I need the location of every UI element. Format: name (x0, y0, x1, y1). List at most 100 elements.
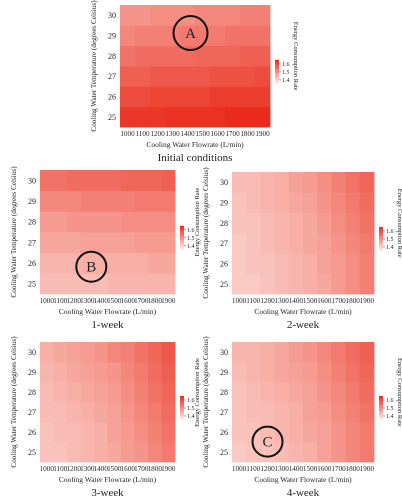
heat-cell (121, 382, 135, 403)
heat-cell (94, 232, 108, 254)
heat-cell (303, 362, 318, 383)
heat-cell (150, 5, 166, 26)
y-tick-label: 29 (220, 368, 228, 377)
heat-cell (260, 172, 275, 193)
heat-cell (121, 252, 135, 274)
heat-cell (107, 252, 122, 274)
heat-cell (345, 273, 361, 295)
heat-cell (274, 233, 290, 254)
x-tick-label: 1800 (148, 297, 163, 305)
heat-cell (53, 211, 68, 233)
y-tick-label: 30 (28, 176, 36, 185)
heat-cell (53, 170, 68, 192)
heat-cell (148, 342, 162, 363)
colorbar-tick-label: 1.6 (282, 62, 290, 68)
heat-cell (274, 402, 290, 423)
heat-cell (359, 273, 375, 295)
heat-cell (94, 170, 108, 192)
heat-cell (345, 442, 361, 463)
heat-cell (331, 402, 346, 423)
heat-cell (288, 342, 304, 363)
y-tick-label: 29 (28, 368, 36, 377)
heat-cell (107, 382, 122, 403)
y-axis-label: Cooling Water Temperature (degrees Celsi… (202, 336, 210, 468)
x-axis-label: Cooling Water Flowrate (L/min) (254, 475, 352, 484)
heat-cell (150, 45, 166, 67)
heat-cell (232, 233, 247, 254)
heat-cell (80, 190, 95, 212)
heat-cell (317, 233, 332, 254)
x-tick-label: 1600 (121, 465, 136, 473)
heat-cell (53, 382, 68, 403)
heat-cell (150, 86, 166, 108)
heat-cell (274, 192, 290, 214)
heat-cell (195, 5, 211, 26)
heat-cell (331, 192, 346, 214)
y-tick-label: 25 (220, 448, 228, 457)
heat-cell (303, 253, 318, 275)
colorbar-label: Energy Consumption Rate (396, 358, 402, 427)
x-tick-label: 1100 (53, 465, 68, 473)
heat-cell (40, 382, 54, 403)
heat-cell (67, 402, 81, 423)
x-axis-label: Cooling Water Flowrate (L/min) (59, 307, 157, 316)
heat-cell (67, 211, 81, 233)
heat-cell (317, 192, 332, 214)
heat-cell (255, 106, 271, 128)
heat-cell (232, 212, 247, 234)
heat-cell (80, 252, 95, 274)
colorbar (379, 396, 383, 420)
heat-cell (359, 253, 375, 275)
heat-cell (345, 253, 361, 275)
heat-cell (331, 382, 346, 403)
colorbar-tick-label: 1.4 (187, 244, 195, 250)
x-tick-label: 1600 (210, 130, 225, 138)
x-tick-label: 1500 (195, 130, 210, 138)
heat-cell (246, 253, 261, 275)
heat-cell (195, 106, 211, 128)
heat-cell (246, 342, 261, 363)
heat-cell (107, 190, 122, 212)
heat-cell (148, 273, 162, 295)
heat-cell (120, 86, 136, 108)
heat-cell (288, 233, 304, 254)
heat-cell (255, 5, 271, 26)
y-tick-label: 26 (108, 93, 116, 102)
heat-cell (246, 382, 261, 403)
y-axis-label: Cooling Water Temperature (degrees Celsi… (202, 167, 210, 299)
heat-cell (317, 253, 332, 275)
heat-cell (232, 402, 247, 423)
heat-cell (134, 402, 149, 423)
x-tick-label: 1800 (346, 465, 361, 473)
heat-cell (225, 66, 241, 87)
x-tick-label: 1400 (289, 465, 304, 473)
heat-cell (345, 192, 361, 214)
heat-cell (121, 190, 135, 212)
y-tick-label: 30 (108, 11, 116, 20)
x-tick-label: 1000 (232, 465, 247, 473)
heat-cell (331, 273, 346, 295)
heat-cell (161, 252, 176, 274)
heat-cell (359, 212, 375, 234)
chart-title: 1-week (91, 319, 124, 331)
heat-cell (94, 273, 108, 295)
heat-cell (107, 422, 122, 443)
heat-cell (40, 442, 54, 463)
heat-cell (165, 86, 181, 108)
heat-cell (107, 342, 122, 363)
heat-cell (150, 25, 166, 47)
x-tick-label: 1500 (303, 465, 318, 473)
heat-cell (67, 252, 81, 274)
heat-cell (317, 382, 332, 403)
heat-cell (225, 5, 241, 26)
y-tick-label: 27 (108, 72, 116, 81)
x-tick-label: 1500 (107, 297, 122, 305)
heat-cell (246, 233, 261, 254)
heat-cell (288, 422, 304, 443)
heat-cell (135, 86, 151, 108)
heat-cell (161, 362, 176, 383)
colorbar-tick-label: 1.5 (386, 406, 394, 412)
heat-cell (331, 212, 346, 234)
heat-cell (80, 382, 95, 403)
heat-cell (121, 273, 135, 295)
